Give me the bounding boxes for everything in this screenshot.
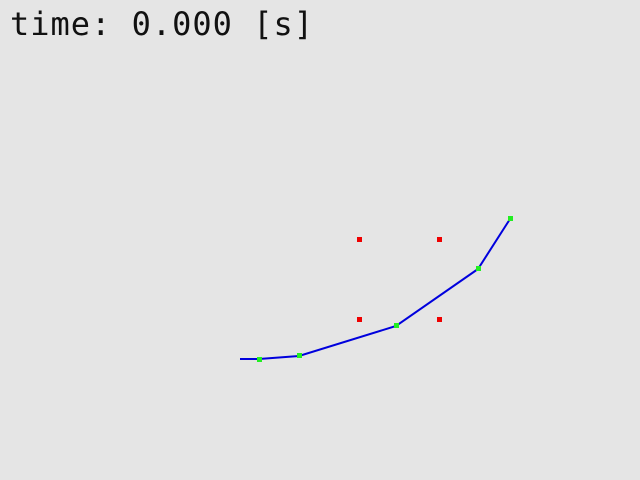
joint-marker xyxy=(257,357,262,362)
target-marker xyxy=(437,317,442,322)
joint-marker xyxy=(476,266,481,271)
target-marker xyxy=(437,237,442,242)
target-marker xyxy=(357,237,362,242)
joint-marker xyxy=(394,323,399,328)
joint-marker xyxy=(297,353,302,358)
joint-marker xyxy=(508,216,513,221)
chain-line xyxy=(240,218,511,360)
time-readout: time: 0.000 [s] xyxy=(10,5,314,43)
target-marker xyxy=(357,317,362,322)
